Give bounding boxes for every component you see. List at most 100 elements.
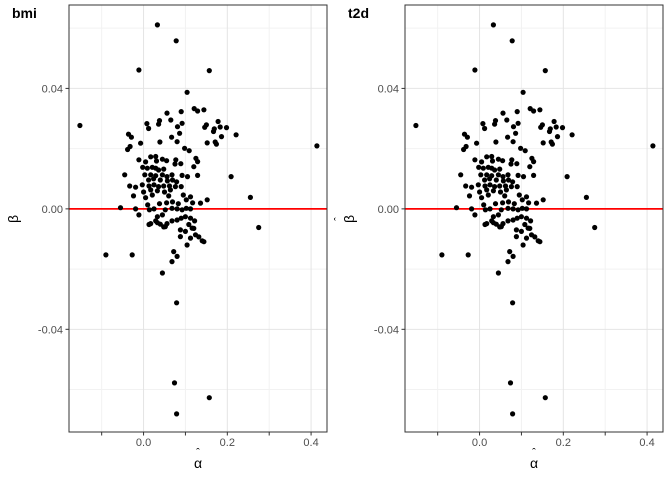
data-point: [510, 253, 516, 259]
data-point: [204, 197, 210, 203]
data-point: [522, 221, 528, 228]
data-point: [129, 252, 135, 258]
data-point: [128, 134, 134, 140]
data-point: [206, 68, 212, 74]
data-point: [461, 146, 467, 153]
data-point: [520, 89, 526, 95]
data-point: [474, 140, 480, 146]
data-point: [505, 259, 511, 265]
data-point: [523, 206, 530, 212]
data-point: [564, 174, 570, 180]
data-point: [169, 205, 175, 211]
data-point: [178, 161, 184, 167]
data-point: [148, 187, 154, 193]
data-point: [508, 161, 514, 167]
data-point: [492, 167, 498, 173]
data-point: [490, 188, 496, 194]
data-point: [167, 187, 173, 193]
data-point: [139, 182, 145, 188]
data-point: [505, 172, 511, 178]
data-point: [500, 200, 506, 206]
data-point: [191, 164, 197, 170]
data-point: [156, 167, 162, 173]
panel-bmi: bmi 0.0 0.2 0.4 -0.04 0.00 0.04 ˆ α ˆ β: [0, 4, 328, 471]
data-point: [507, 380, 514, 386]
x-axis-tick-label: 0.4: [639, 437, 654, 449]
data-point: [159, 270, 165, 276]
data-point: [481, 202, 487, 208]
data-point: [174, 217, 180, 223]
data-point: [453, 205, 460, 211]
data-point: [153, 153, 159, 160]
data-point: [516, 192, 522, 198]
data-point: [549, 141, 555, 147]
data-point: [525, 225, 531, 231]
data-point: [146, 207, 152, 213]
data-point: [531, 108, 537, 114]
data-point: [510, 206, 516, 212]
data-point: [140, 164, 146, 170]
x-axis-letter: α: [193, 455, 203, 471]
data-point: [531, 159, 537, 165]
data-point: [161, 224, 167, 230]
data-point: [117, 205, 124, 211]
data-point: [482, 125, 488, 132]
data-point: [136, 212, 142, 218]
data-point: [171, 380, 178, 386]
data-point: [538, 124, 544, 130]
data-point: [175, 201, 181, 207]
data-point: [169, 172, 175, 178]
data-point: [490, 214, 496, 220]
data-point: [495, 156, 501, 162]
data-point: [186, 148, 192, 154]
data-point: [206, 395, 212, 401]
x-axis-letter: α: [529, 455, 539, 471]
data-point: [171, 249, 177, 255]
data-point: [532, 234, 538, 240]
data-point: [507, 249, 513, 255]
data-point: [477, 189, 483, 195]
x-axis-tick-label: 0.2: [220, 437, 235, 449]
data-point: [133, 184, 139, 190]
data-point: [174, 253, 180, 259]
data-point: [519, 197, 525, 203]
data-point: [172, 184, 178, 190]
data-point: [482, 183, 488, 189]
data-point: [497, 166, 503, 172]
data-point: [197, 200, 204, 206]
data-point: [169, 218, 175, 224]
data-point: [509, 157, 515, 163]
data-point: [177, 227, 183, 233]
data-point: [178, 215, 184, 221]
data-point: [458, 172, 464, 178]
data-point: [195, 159, 201, 165]
data-point: [164, 174, 170, 180]
data-point: [179, 207, 185, 213]
data-point: [161, 166, 167, 172]
data-point: [156, 184, 162, 190]
data-point: [514, 109, 520, 115]
data-point: [164, 158, 170, 164]
data-point: [169, 259, 175, 265]
x-axis-tick-label: 0.2: [556, 437, 571, 449]
hat-accent-icon: ˆ: [532, 447, 536, 459]
data-point: [475, 182, 481, 188]
data-point: [500, 110, 506, 116]
scatter-plot-t2d: 0.0 0.2 0.4 -0.04 0.00 0.04: [374, 4, 664, 449]
data-point: [497, 224, 503, 230]
data-point: [164, 110, 170, 116]
data-point: [546, 128, 553, 135]
data-point: [518, 228, 524, 234]
data-point: [174, 411, 180, 417]
data-point: [531, 172, 537, 178]
data-point: [495, 212, 501, 218]
data-point: [184, 174, 191, 180]
data-point: [136, 157, 142, 163]
data-point: [518, 214, 524, 220]
data-point: [515, 120, 521, 126]
data-point: [510, 217, 516, 223]
data-point: [520, 174, 527, 180]
data-point: [196, 234, 202, 240]
data-point: [559, 125, 566, 131]
data-point: [143, 195, 149, 201]
